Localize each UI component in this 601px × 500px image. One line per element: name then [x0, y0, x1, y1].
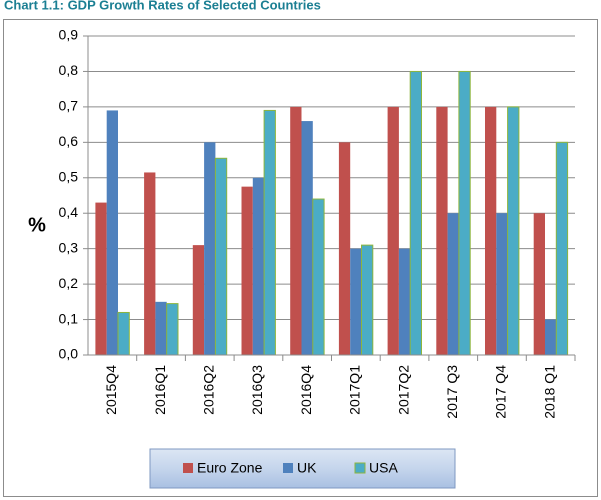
bar	[144, 172, 156, 355]
bar	[263, 109, 276, 356]
bar	[290, 106, 302, 355]
bar	[95, 202, 107, 355]
x-tick-label: 2016Q4	[298, 365, 314, 415]
x-tick-label: 2017 Q3	[444, 365, 460, 419]
legend-label: USA	[369, 460, 398, 476]
x-tick-label: 2017 Q4	[493, 365, 509, 419]
bar	[545, 319, 557, 355]
y-tick-label: 0,0	[59, 346, 79, 362]
y-tick-label: 0,9	[59, 27, 79, 43]
bar	[192, 245, 205, 355]
legend-swatch	[283, 463, 293, 473]
y-axis-label: %	[28, 214, 46, 236]
x-tick-label: 2017Q2	[395, 365, 411, 415]
bar	[533, 213, 545, 355]
bar	[496, 213, 508, 355]
bar	[458, 70, 471, 356]
x-tick-label: 2016Q2	[200, 365, 216, 415]
x-tick-label: 2017Q1	[347, 365, 363, 415]
bar	[204, 142, 216, 355]
y-tick-label: 0,2	[59, 275, 79, 291]
bar	[301, 121, 313, 355]
legend-label: Euro Zone	[197, 460, 263, 476]
bar	[350, 248, 362, 355]
y-tick-label: 0,3	[59, 239, 79, 255]
bar	[166, 303, 179, 356]
bar	[361, 244, 374, 356]
bar	[117, 311, 130, 356]
bar	[398, 248, 411, 355]
y-tick-label: 0,6	[59, 133, 79, 149]
bar	[214, 157, 228, 356]
bar	[409, 70, 423, 356]
bar	[507, 106, 520, 356]
x-tick-label: 2018 Q1	[541, 365, 557, 419]
y-tick-label: 0,5	[59, 168, 79, 184]
x-tick-label: 2016Q1	[152, 365, 168, 415]
legend	[149, 448, 456, 489]
y-tick-label: 0,1	[59, 310, 79, 326]
bar	[436, 106, 448, 355]
bar	[252, 177, 265, 355]
legend-swatch	[354, 462, 366, 474]
x-tick-label: 2015Q4	[103, 365, 119, 415]
bar	[338, 142, 351, 355]
legend-label: UK	[297, 460, 317, 476]
bar	[155, 301, 167, 355]
bar	[312, 198, 325, 356]
bar	[241, 186, 253, 355]
x-tick-label: 2016Q3	[249, 365, 265, 415]
y-tick-label: 0,4	[59, 204, 79, 220]
y-tick-label: 0,7	[59, 98, 79, 114]
bar	[447, 213, 459, 355]
bar	[485, 106, 497, 355]
bar	[555, 141, 569, 356]
bar	[106, 110, 118, 355]
legend-swatch	[183, 463, 193, 473]
y-tick-label: 0,8	[59, 62, 79, 78]
bar	[387, 106, 399, 355]
chart-title: Chart 1.1: GDP Growth Rates of Selected …	[4, 0, 321, 12]
